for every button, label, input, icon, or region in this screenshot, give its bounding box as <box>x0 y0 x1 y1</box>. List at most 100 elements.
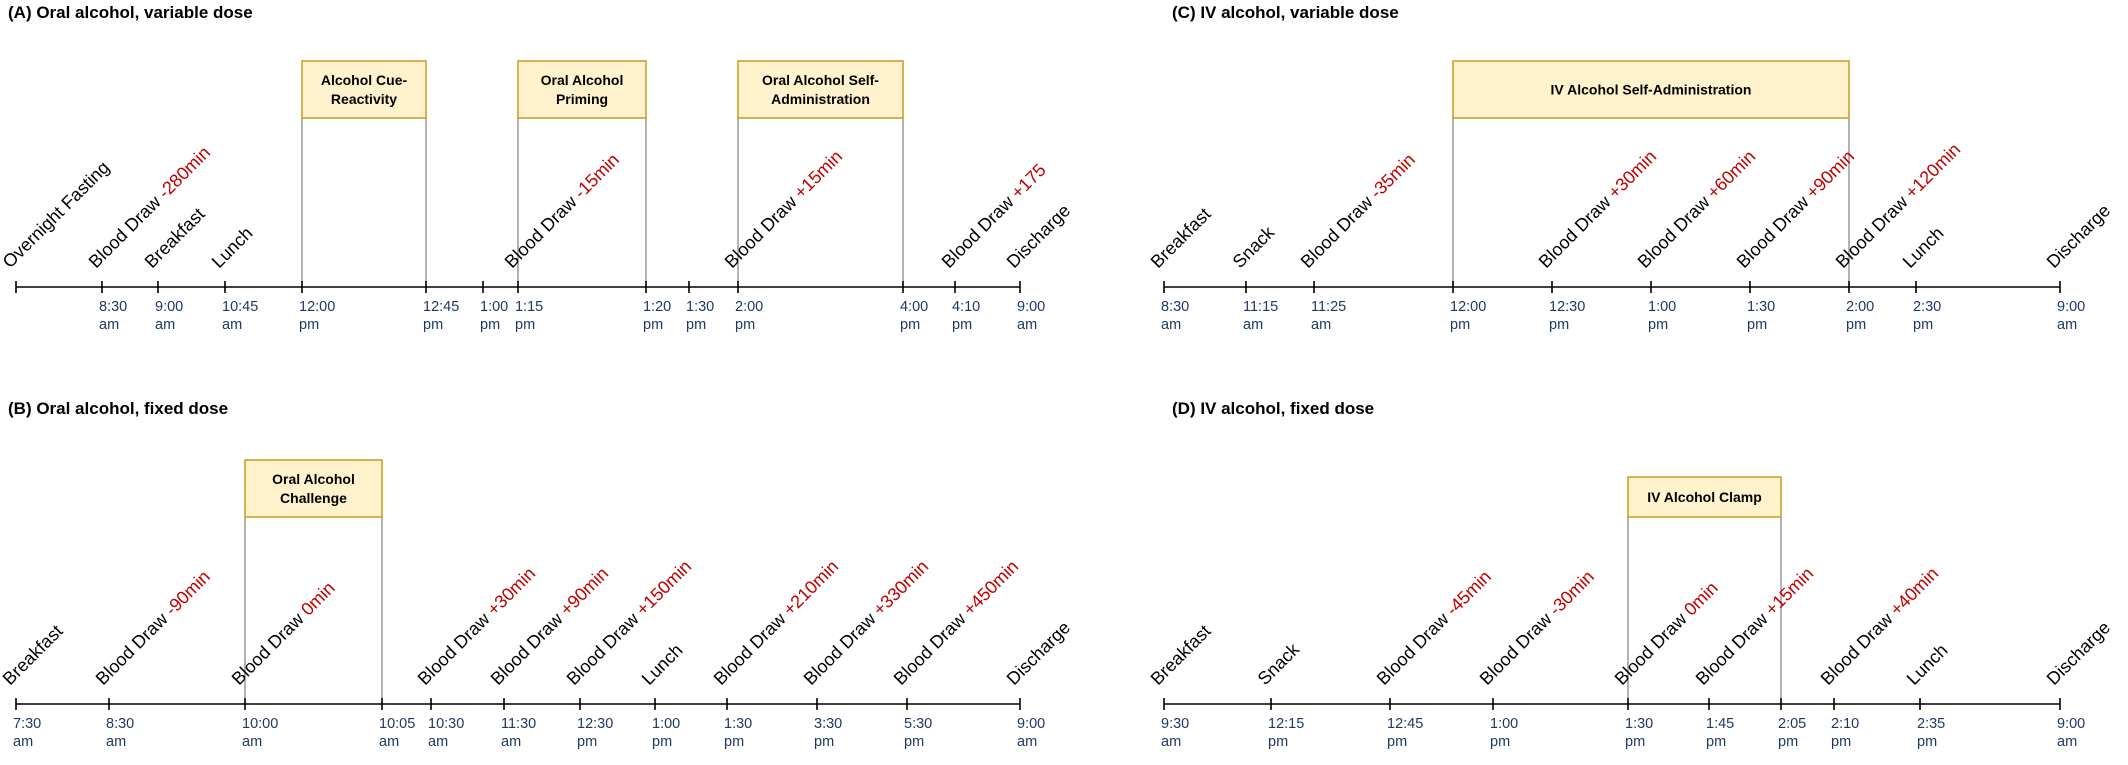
ampm-label: pm <box>952 317 972 333</box>
ampm-label: pm <box>1706 734 1726 750</box>
time-label: 2:10 <box>1831 716 1859 732</box>
event-time-offset: +90min <box>556 563 612 619</box>
event-label: Lunch <box>1899 223 1948 272</box>
time-label: 8:30 <box>99 299 127 315</box>
event-label: Blood Draw -15min <box>501 149 623 271</box>
ampm-label: am <box>1017 734 1037 750</box>
time-label: 3:30 <box>814 716 842 732</box>
ampm-label: pm <box>1387 734 1407 750</box>
ampm-label: pm <box>643 317 663 333</box>
time-label: 9:00 <box>2057 299 2085 315</box>
ampm-label: pm <box>652 734 672 750</box>
event-time-offset: +30min <box>483 563 539 619</box>
procedure-box-label: IV Alcohol Clamp <box>1647 489 1762 505</box>
event-time-offset: +90min <box>1802 146 1858 202</box>
ampm-label: am <box>242 734 262 750</box>
event-time-offset: +330min <box>869 556 932 619</box>
event-time-offset: +30min <box>1604 146 1660 202</box>
event-label: Discharge <box>1003 617 1074 688</box>
event-time-offset: +60min <box>1703 146 1759 202</box>
ampm-label: pm <box>1549 317 1569 333</box>
ampm-label: pm <box>480 317 500 333</box>
procedure-box-label: IV Alcohol Self-Administration <box>1551 82 1752 98</box>
event-time-offset: -15min <box>570 149 623 202</box>
procedure-box-label: Priming <box>556 91 608 107</box>
time-label: 1:00 <box>1490 716 1518 732</box>
time-label: 4:10 <box>952 299 980 315</box>
event-name: Breakfast <box>1147 204 1215 272</box>
time-label: 5:30 <box>904 716 932 732</box>
event-label: Blood Draw -90min <box>92 566 214 688</box>
ampm-label: pm <box>814 734 834 750</box>
panel-c: (C) IV alcohol, variable dose IV Alcohol … <box>1147 3 2114 333</box>
event-name: Blood Draw <box>92 605 175 688</box>
procedure-box-label: Oral Alcohol Self- <box>762 72 879 88</box>
time-label: 10:00 <box>242 716 278 732</box>
time-label: 1:45 <box>1706 716 1734 732</box>
procedure-box-rect <box>1627 476 1782 518</box>
ampm-label: pm <box>423 317 443 333</box>
time-label: 12:15 <box>1268 716 1304 732</box>
event-time-offset: +15min <box>790 146 846 202</box>
event-name: Blood Draw <box>1611 605 1694 688</box>
time-label: 10:30 <box>428 716 464 732</box>
time-label: 2:35 <box>1917 716 1945 732</box>
procedure-box-rect <box>1452 60 1850 119</box>
time-label: 1:30 <box>686 299 714 315</box>
event-name: Discharge <box>2043 200 2114 271</box>
ampm-label: pm <box>1846 317 1866 333</box>
procedure-box: Oral Alcohol Challenge <box>244 459 383 704</box>
event-name: Blood Draw <box>501 188 584 271</box>
event-name: Lunch <box>1903 640 1952 689</box>
panel-title: (A) Oral alcohol, variable dose <box>8 3 253 22</box>
event-name: Blood Draw <box>1634 188 1717 271</box>
ampm-label: pm <box>1913 317 1933 333</box>
event-label: Blood Draw +150min <box>563 556 696 689</box>
event-time-offset: -30min <box>1545 566 1598 619</box>
ampm-label: pm <box>1625 734 1645 750</box>
event-label: Blood Draw +30min <box>414 563 540 689</box>
event-label: Blood Draw +15min <box>721 146 847 272</box>
event-time-offset: +450min <box>959 556 1022 619</box>
panel-title: (C) IV alcohol, variable dose <box>1172 3 1399 22</box>
event-label: Snack <box>1229 222 1279 272</box>
event-name: Blood Draw <box>228 605 311 688</box>
ampm-label: pm <box>1917 734 1937 750</box>
ampm-label: am <box>2057 734 2077 750</box>
procedure-box-rect <box>301 60 427 119</box>
panel-b: (B) Oral alcohol, fixed dose Oral Alcohol… <box>0 399 1074 750</box>
procedure-box-label: Oral Alcohol <box>272 471 355 487</box>
ampm-label: pm <box>900 317 920 333</box>
event-name: Blood Draw <box>721 188 804 271</box>
event-time-offset: +210min <box>779 556 842 619</box>
ampm-label: pm <box>904 734 924 750</box>
event-time-offset: +175 <box>1007 160 1050 203</box>
event-label: Blood Draw -30min <box>1476 566 1598 688</box>
ampm-label: pm <box>1450 317 1470 333</box>
event-name: Blood Draw <box>1817 605 1900 688</box>
time-label: 9:00 <box>2057 716 2085 732</box>
time-label: 9:00 <box>155 299 183 315</box>
time-label: 1:30 <box>1747 299 1775 315</box>
event-name: Blood Draw <box>890 605 973 688</box>
event-name: Blood Draw <box>487 605 570 688</box>
event-label: Breakfast <box>1147 204 1215 272</box>
time-label: 8:30 <box>1161 299 1189 315</box>
procedure-box: IV Alcohol Self-Administration <box>1452 60 1850 287</box>
procedure-box-rect <box>737 60 904 119</box>
time-label: 1:00 <box>1648 299 1676 315</box>
event-label: Breakfast <box>0 621 67 689</box>
event-name: Discharge <box>1003 200 1074 271</box>
event-label: Lunch <box>638 640 687 689</box>
ampm-label: pm <box>299 317 319 333</box>
ampm-label: am <box>379 734 399 750</box>
event-label: Snack <box>1254 639 1304 689</box>
time-label: 12:30 <box>1549 299 1585 315</box>
event-label: Blood Draw 0min <box>228 578 339 689</box>
procedure-box-label: Alcohol Cue- <box>321 72 408 88</box>
time-label: 10:45 <box>222 299 258 315</box>
time-label: 2:30 <box>1913 299 1941 315</box>
ampm-label: am <box>2057 317 2077 333</box>
time-label: 12:45 <box>1387 716 1423 732</box>
event-name: Snack <box>1229 222 1279 272</box>
